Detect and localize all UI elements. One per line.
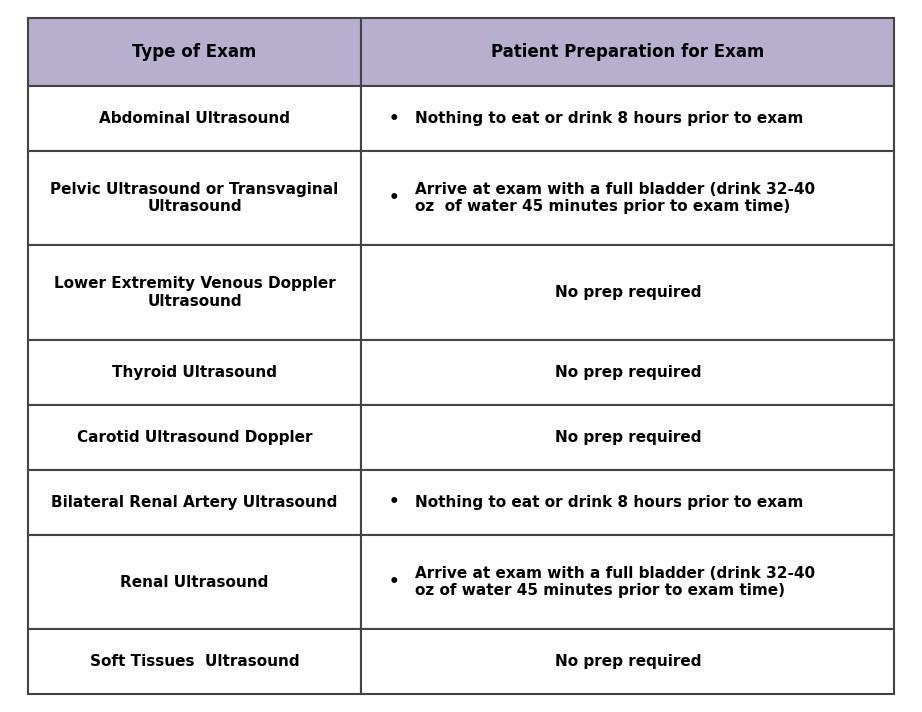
- Bar: [28, 535, 361, 629]
- Text: Renal Ultrasound: Renal Ultrasound: [120, 575, 268, 590]
- Text: Lower Extremity Venous Doppler
Ultrasound: Lower Extremity Venous Doppler Ultrasoun…: [53, 276, 336, 309]
- Text: •: •: [389, 573, 399, 591]
- Bar: [28, 470, 361, 535]
- Text: Pelvic Ultrasound or Transvaginal
Ultrasound: Pelvic Ultrasound or Transvaginal Ultras…: [51, 182, 338, 214]
- Text: Arrive at exam with a full bladder (drink 32-40
oz  of water 45 minutes prior to: Arrive at exam with a full bladder (drin…: [415, 182, 815, 214]
- Bar: [28, 86, 361, 151]
- Text: Soft Tissues  Ultrasound: Soft Tissues Ultrasound: [89, 654, 300, 669]
- Bar: [361, 405, 894, 470]
- Text: No prep required: No prep required: [555, 285, 701, 300]
- Bar: [28, 151, 361, 246]
- Text: Thyroid Ultrasound: Thyroid Ultrasound: [112, 365, 277, 379]
- Bar: [28, 246, 361, 340]
- Text: Bilateral Renal Artery Ultrasound: Bilateral Renal Artery Ultrasound: [52, 495, 337, 510]
- Bar: [28, 405, 361, 470]
- Bar: [361, 629, 894, 694]
- Bar: [28, 629, 361, 694]
- Text: Arrive at exam with a full bladder (drink 32-40
oz of water 45 minutes prior to : Arrive at exam with a full bladder (drin…: [415, 566, 815, 598]
- Bar: [361, 18, 894, 86]
- Text: Nothing to eat or drink 8 hours prior to exam: Nothing to eat or drink 8 hours prior to…: [415, 111, 803, 126]
- Text: No prep required: No prep required: [555, 430, 701, 445]
- Text: •: •: [389, 110, 399, 127]
- Text: Nothing to eat or drink 8 hours prior to exam: Nothing to eat or drink 8 hours prior to…: [415, 495, 803, 510]
- Text: •: •: [389, 189, 399, 207]
- Text: Patient Preparation for Exam: Patient Preparation for Exam: [491, 43, 764, 61]
- Text: Abdominal Ultrasound: Abdominal Ultrasound: [99, 111, 290, 126]
- Bar: [361, 340, 894, 405]
- Text: •: •: [389, 493, 399, 511]
- Bar: [28, 340, 361, 405]
- Bar: [361, 151, 894, 246]
- Text: Carotid Ultrasound Doppler: Carotid Ultrasound Doppler: [77, 430, 313, 445]
- Bar: [361, 246, 894, 340]
- Bar: [361, 535, 894, 629]
- Bar: [28, 18, 361, 86]
- Bar: [361, 470, 894, 535]
- Text: Type of Exam: Type of Exam: [133, 43, 256, 61]
- Text: No prep required: No prep required: [555, 365, 701, 379]
- Bar: [361, 86, 894, 151]
- Text: No prep required: No prep required: [555, 654, 701, 669]
